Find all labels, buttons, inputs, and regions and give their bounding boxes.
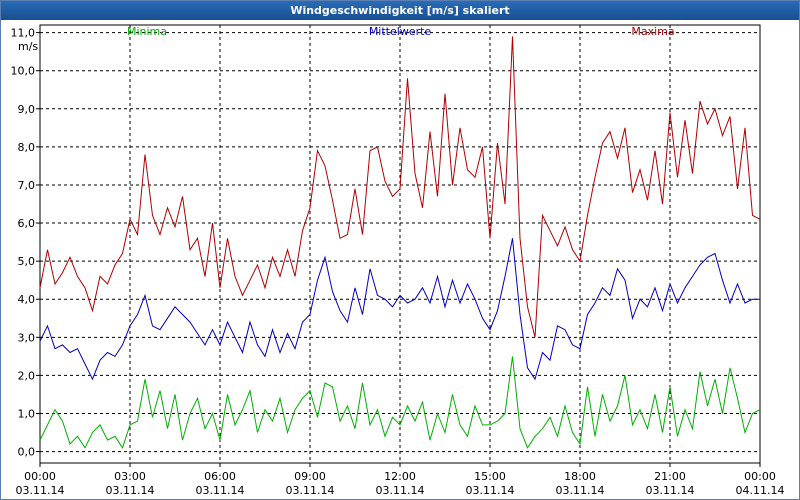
x-tick-time: 15:00 xyxy=(474,470,506,483)
x-tick-time: 06:00 xyxy=(204,470,236,483)
x-axis: 00:0003.11.1403:0003.11.1406:0003.11.140… xyxy=(16,463,785,497)
x-tick-date: 03.11.14 xyxy=(106,484,155,497)
y-tick-label: 4,0 xyxy=(18,293,36,306)
y-tick-label: 3,0 xyxy=(18,331,36,344)
x-tick-time: 21:00 xyxy=(654,470,686,483)
legend: Minima Mittelwerte Maxima xyxy=(127,25,675,38)
y-tick-label: 2,0 xyxy=(18,369,36,382)
x-tick-time: 00:00 xyxy=(744,470,776,483)
y-tick-label: 7,0 xyxy=(18,179,36,192)
x-tick-date: 03.11.14 xyxy=(556,484,605,497)
y-axis-label: m/s xyxy=(18,40,38,53)
legend-minima: Minima xyxy=(127,25,167,38)
y-tick-label: 9,0 xyxy=(18,103,36,116)
grid xyxy=(39,24,761,464)
x-tick-date: 03.11.14 xyxy=(376,484,425,497)
y-tick-label: 10,0 xyxy=(11,65,36,78)
x-tick-date: 04.11.14 xyxy=(736,484,785,497)
series-line-minima xyxy=(39,356,761,449)
series-line-maxima xyxy=(39,36,761,338)
x-tick-date: 03.11.14 xyxy=(196,484,245,497)
legend-maxima: Maxima xyxy=(631,25,674,38)
x-tick-time: 12:00 xyxy=(384,470,416,483)
x-tick-time: 00:00 xyxy=(24,470,56,483)
x-tick-date: 03.11.14 xyxy=(286,484,335,497)
y-tick-label: 6,0 xyxy=(18,217,36,230)
y-tick-label: 11,0 xyxy=(11,27,36,40)
y-tick-label: 1,0 xyxy=(18,407,36,420)
chart-title: Windgeschwindigkeit [m/s] skaliert xyxy=(1,1,799,20)
x-tick-time: 09:00 xyxy=(294,470,326,483)
wind-speed-chart: 0,0 1,0 2,0 3,0 4,0 5,0 6,0 7,0 8,0 9,0 10,0 11,0 0… xyxy=(11,24,785,497)
y-tick-label: 0,0 xyxy=(18,446,36,459)
x-tick-date: 03.11.14 xyxy=(646,484,695,497)
x-tick-date: 03.11.14 xyxy=(16,484,65,497)
y-tick-label: 8,0 xyxy=(18,141,36,154)
x-tick-time: 03:00 xyxy=(114,470,146,483)
x-tick-date: 03.11.14 xyxy=(466,484,515,497)
series-line-mittelwerte xyxy=(39,238,760,381)
y-tick-label: 5,0 xyxy=(18,255,36,268)
y-axis: 0,0 1,0 2,0 3,0 4,0 5,0 6,0 7,0 8,0 9,0 10,0 11,0 xyxy=(11,27,40,459)
series-lines xyxy=(39,36,761,449)
legend-mittelwerte: Mittelwerte xyxy=(369,25,432,38)
x-tick-time: 18:00 xyxy=(564,470,596,483)
